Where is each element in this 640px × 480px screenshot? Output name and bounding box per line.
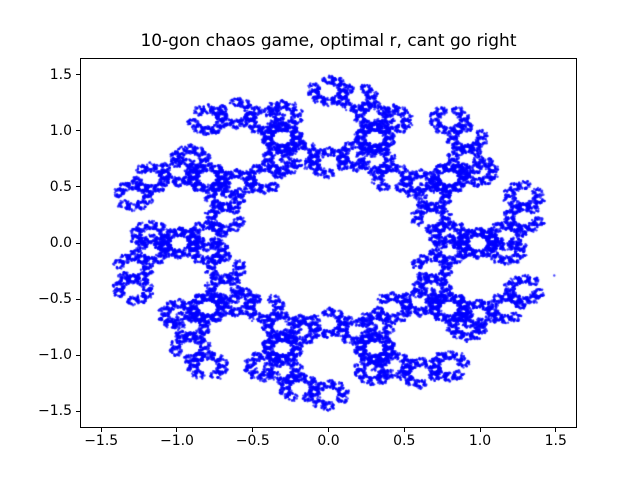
- y-tick-label: −1.5: [38, 403, 72, 420]
- y-tick-label: 1.0: [49, 122, 72, 139]
- x-tick-label: −1.0: [159, 433, 194, 449]
- x-tick-label: 1.5: [544, 433, 567, 449]
- x-tick-label: 1.0: [468, 433, 492, 449]
- y-tick-mark: [76, 298, 80, 300]
- x-tick-label: 0.0: [317, 433, 340, 449]
- y-tick-mark: [76, 186, 80, 188]
- y-tick-label: 1.5: [49, 66, 72, 83]
- x-tick-mark: [479, 428, 481, 432]
- y-tick-mark: [76, 354, 80, 356]
- y-tick-label: 0.5: [49, 178, 72, 195]
- y-tick-label: 0.0: [49, 235, 72, 251]
- x-tick-mark: [252, 428, 254, 432]
- y-tick-mark: [76, 410, 80, 412]
- y-tick-mark: [76, 74, 80, 76]
- y-tick-label: −1.0: [38, 347, 72, 364]
- y-tick-mark: [76, 130, 80, 132]
- x-tick-mark: [100, 428, 102, 432]
- x-tick-mark: [403, 428, 405, 432]
- chart-title: 10-gon chaos game, optimal r, cant go ri…: [140, 31, 517, 51]
- x-tick-mark: [176, 428, 178, 432]
- x-tick-label: −0.5: [235, 433, 270, 449]
- x-tick-label: 0.5: [393, 433, 416, 449]
- x-tick-label: −1.5: [84, 433, 119, 449]
- y-tick-label: −0.5: [38, 291, 72, 308]
- plot-area: [80, 58, 577, 428]
- x-tick-mark: [555, 428, 557, 432]
- x-tick-mark: [328, 428, 329, 432]
- y-tick-mark: [76, 242, 80, 244]
